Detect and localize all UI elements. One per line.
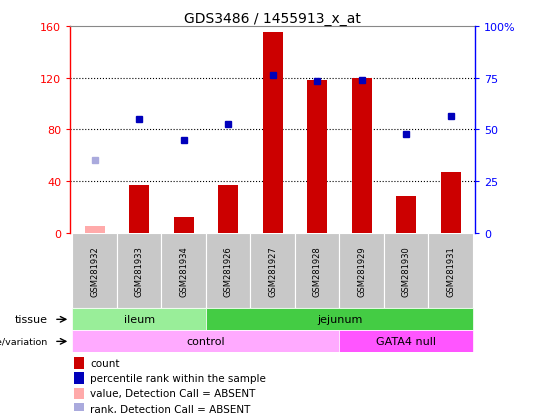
Title: GDS3486 / 1455913_x_at: GDS3486 / 1455913_x_at <box>184 12 361 26</box>
Bar <box>72 330 340 353</box>
Bar <box>352 78 372 233</box>
Text: GSM281931: GSM281931 <box>446 245 455 296</box>
Bar <box>174 218 194 233</box>
Text: GSM281926: GSM281926 <box>224 245 233 296</box>
Text: tissue: tissue <box>15 315 48 325</box>
Text: genotype/variation: genotype/variation <box>0 337 48 346</box>
Text: value, Detection Call = ABSENT: value, Detection Call = ABSENT <box>91 388 256 399</box>
Text: rank, Detection Call = ABSENT: rank, Detection Call = ABSENT <box>91 404 251 413</box>
Bar <box>262 33 283 233</box>
Text: control: control <box>187 337 225 347</box>
Text: count: count <box>91 358 120 368</box>
Text: GSM281934: GSM281934 <box>179 245 188 296</box>
Bar <box>428 233 473 309</box>
Bar <box>75 373 84 384</box>
Bar <box>161 233 206 309</box>
Text: jejunum: jejunum <box>317 315 362 325</box>
Bar <box>441 172 461 233</box>
Text: GSM281929: GSM281929 <box>357 245 366 296</box>
Bar <box>75 357 84 369</box>
Bar <box>307 81 327 233</box>
Bar <box>340 330 473 353</box>
Text: GATA4 null: GATA4 null <box>376 337 436 347</box>
Bar <box>251 233 295 309</box>
Bar <box>384 233 428 309</box>
Bar <box>129 185 149 233</box>
Bar <box>295 233 340 309</box>
Text: GSM281932: GSM281932 <box>90 245 99 296</box>
Bar <box>396 197 416 233</box>
Bar <box>75 387 84 399</box>
Text: GSM281927: GSM281927 <box>268 245 277 296</box>
Bar <box>117 233 161 309</box>
Text: GSM281930: GSM281930 <box>402 245 411 296</box>
Bar <box>85 227 105 233</box>
Bar <box>206 309 473 330</box>
Bar <box>72 233 117 309</box>
Bar <box>340 233 384 309</box>
Text: GSM281928: GSM281928 <box>313 245 322 296</box>
Text: percentile rank within the sample: percentile rank within the sample <box>91 373 266 383</box>
Bar <box>206 233 251 309</box>
Text: ileum: ileum <box>124 315 155 325</box>
Bar <box>75 403 84 413</box>
Bar <box>72 309 206 330</box>
Text: GSM281933: GSM281933 <box>134 245 144 296</box>
Bar <box>218 185 238 233</box>
